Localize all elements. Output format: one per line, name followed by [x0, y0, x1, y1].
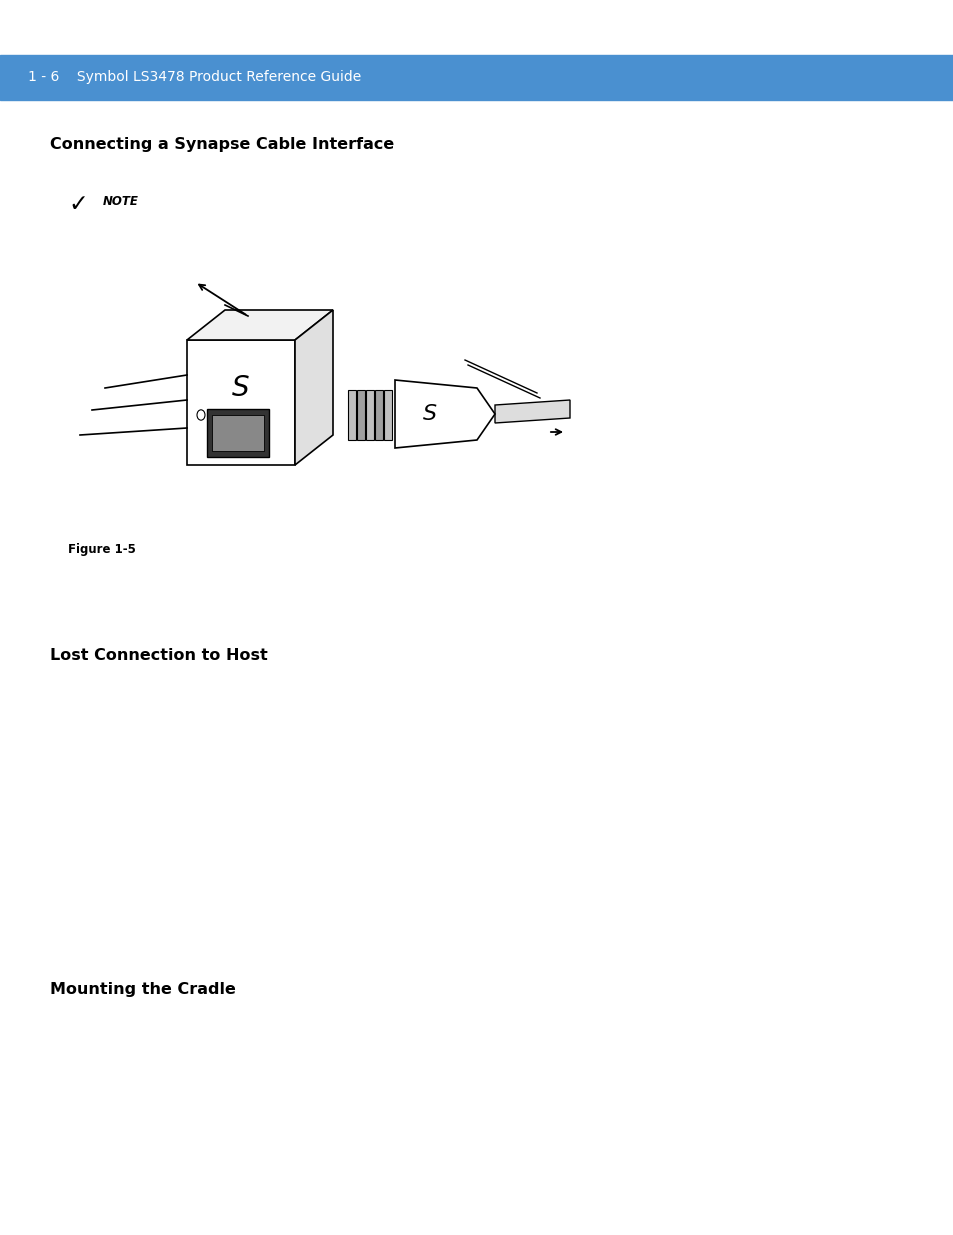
Polygon shape: [187, 310, 333, 340]
Text: S: S: [232, 373, 250, 401]
Polygon shape: [395, 380, 495, 448]
Text: Mounting the Cradle: Mounting the Cradle: [50, 982, 235, 997]
Text: S: S: [422, 404, 436, 424]
Bar: [0, 56, 953, 100]
Polygon shape: [348, 390, 355, 440]
Text: Figure 1-5: Figure 1-5: [68, 543, 135, 556]
Text: ✓: ✓: [68, 191, 88, 216]
Polygon shape: [212, 415, 264, 451]
Text: Connecting a Synapse Cable Interface: Connecting a Synapse Cable Interface: [50, 137, 394, 152]
Text: NOTE: NOTE: [103, 195, 139, 207]
Polygon shape: [207, 409, 269, 457]
Text: Lost Connection to Host: Lost Connection to Host: [50, 648, 268, 663]
Polygon shape: [356, 390, 365, 440]
Polygon shape: [375, 390, 382, 440]
Polygon shape: [366, 390, 374, 440]
Polygon shape: [495, 400, 569, 424]
Polygon shape: [294, 310, 333, 466]
Text: 1 - 6    Symbol LS3478 Product Reference Guide: 1 - 6 Symbol LS3478 Product Reference Gu…: [28, 70, 361, 84]
Circle shape: [196, 410, 205, 420]
Polygon shape: [187, 340, 294, 466]
Polygon shape: [384, 390, 392, 440]
